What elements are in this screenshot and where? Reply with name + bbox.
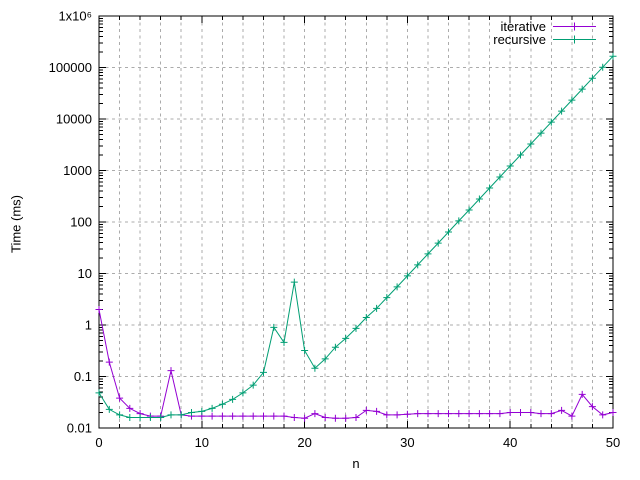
tick-labels: 0.01 0.1 1 10 100 1000 10000 100000 1x10⁶ 0 10 20 30… [49,9,621,451]
y-tick-label: 10 [78,266,92,281]
iterative-series [95,306,617,422]
legend-label-recursive: recursive [493,32,546,47]
legend: iterative recursive [493,20,597,46]
iterative-markers [95,306,617,422]
x-tick-label: 50 [606,435,620,450]
x-tick-label: 30 [400,435,414,450]
y-tick-label: 1x10⁶ [58,9,92,24]
legend-label-iterative: iterative [500,19,546,34]
y-axis-title: Time (ms) [8,194,24,254]
recursive-series [95,52,617,421]
legend-item-recursive: recursive [493,33,597,46]
x-axis-title: n [352,456,360,471]
x-tick-label: 0 [95,435,102,450]
y-tick-label: 100 [70,215,92,230]
legend-line-iterative [553,22,596,31]
x-tick-label: 40 [503,435,517,450]
y-tick-label: 100000 [49,60,92,75]
legend-item-iterative: iterative [493,20,597,33]
recursive-line [98,55,614,418]
grid-lines [99,16,613,428]
axis-ticks [98,15,614,429]
x-tick-label: 10 [195,435,209,450]
y-tick-label: 10000 [56,112,92,127]
y-tick-label: 0.01 [67,421,92,436]
recursive-markers [95,52,617,421]
y-tick-label: 0.1 [74,369,92,384]
legend-line-recursive [553,35,596,44]
y-tick-label: 1 [85,318,92,333]
x-tick-label: 20 [297,435,311,450]
y-tick-label: 1000 [63,163,92,178]
